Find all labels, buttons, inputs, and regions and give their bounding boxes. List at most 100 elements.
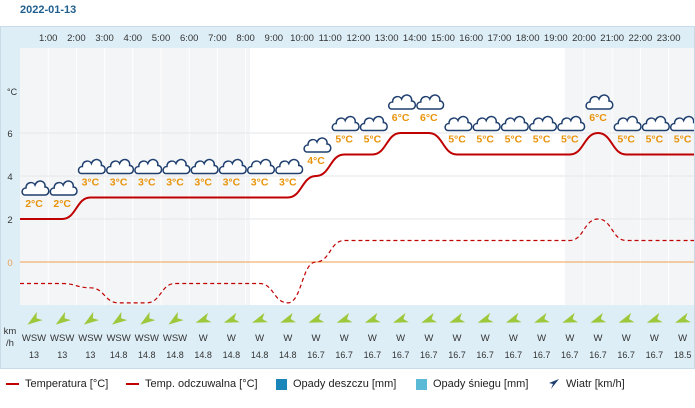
wind-direction: WSW	[78, 333, 102, 344]
wind-direction: W	[283, 333, 292, 344]
hour-label: 6:00	[180, 33, 199, 44]
temperature-label: 3°C	[279, 177, 297, 189]
wind-speed: 14.8	[251, 350, 269, 360]
wind-direction: W	[537, 333, 546, 344]
hour-label: 13:00	[375, 33, 399, 44]
forecast-date: 2022-01-13	[20, 4, 77, 16]
wind-arrow-icon	[675, 312, 691, 323]
temperature-label: 3°C	[251, 177, 269, 189]
hour-header	[20, 26, 695, 48]
wind-direction: W	[199, 333, 208, 344]
temperature-label: 2°C	[25, 198, 43, 210]
wind-direction: WSW	[135, 333, 159, 344]
wind-arrow-icon	[336, 312, 353, 323]
hour-label: 10:00	[290, 33, 314, 44]
wind-direction: WSW	[106, 333, 130, 344]
temperature-label: 5°C	[617, 134, 635, 146]
wind-speed: 16.7	[646, 350, 664, 360]
wind-speed: 16.7	[505, 350, 523, 360]
wind-speed: 16.7	[533, 350, 551, 360]
hour-label: 9:00	[265, 33, 284, 44]
cloud-icon	[641, 115, 670, 132]
wind-direction: W	[622, 333, 631, 344]
wind-direction: W	[481, 333, 490, 344]
cloud-icon	[331, 115, 360, 132]
hour-label: 17:00	[488, 33, 512, 44]
hour-label: 19:00	[544, 33, 568, 44]
wind-direction: W	[678, 333, 687, 344]
wind-unit-top: km	[4, 326, 17, 337]
temperature-label: 5°C	[505, 134, 523, 146]
temperature-label: 3°C	[194, 177, 212, 189]
wind-speed: 13	[29, 350, 39, 360]
wind-speed: 16.7	[392, 350, 410, 360]
cloud-icon	[557, 115, 586, 132]
wind-direction: W	[396, 333, 405, 344]
wind-direction: WSW	[50, 333, 74, 344]
legend-temperature-swatch	[6, 383, 19, 386]
cloud-icon	[246, 158, 276, 175]
temperature-label: 3°C	[82, 177, 100, 189]
y-axis-panel	[0, 26, 20, 368]
wind-speed: 13	[85, 350, 95, 360]
wind-speed: 14.8	[194, 350, 212, 360]
wind-arrow-icon	[618, 312, 635, 323]
cloud-icon	[528, 115, 558, 132]
legend-feels-like: Temp. odczuwalna [°C]	[126, 378, 258, 390]
cloud-icon	[416, 94, 445, 110]
temperature-label: 4°C	[307, 155, 325, 167]
y-tick-label: 0	[7, 258, 12, 269]
hour-label: 15:00	[431, 33, 455, 44]
hour-label: 21:00	[600, 33, 624, 44]
wind-direction: W	[312, 333, 321, 344]
wind-arrow-icon	[308, 312, 325, 323]
wind-arrow-icon	[590, 312, 607, 323]
temperature-label: 5°C	[448, 134, 466, 146]
wind-speed: 14.8	[110, 350, 128, 360]
cloud-icon	[359, 115, 388, 132]
wind-speed: 14.8	[166, 350, 184, 360]
cloud-icon	[218, 158, 247, 175]
wind-arrow-icon	[195, 312, 212, 323]
wind-direction: W	[227, 333, 236, 344]
wind-arrow-icon	[505, 312, 522, 323]
wind-speed: 16.7	[617, 350, 635, 360]
wind-arrow-icon	[562, 312, 579, 323]
hour-label: 3:00	[95, 33, 114, 44]
wind-direction: W	[509, 333, 518, 344]
wind-direction: W	[565, 333, 574, 344]
cloud-icon	[669, 115, 695, 132]
wind-speed: 13	[57, 350, 67, 360]
y-axis-unit: °C	[7, 87, 18, 97]
cloud-icon	[162, 158, 191, 175]
hour-label: 18:00	[516, 33, 540, 44]
temperature-label: 5°C	[476, 134, 494, 146]
wind-arrow-icon	[140, 311, 156, 325]
wind-speed: 16.7	[420, 350, 438, 360]
hour-label: 20:00	[572, 33, 596, 44]
cloud-icon	[303, 137, 332, 153]
temperature-label: 5°C	[364, 134, 382, 146]
cloud-icon	[613, 115, 642, 132]
wind-panel	[20, 305, 695, 368]
hour-label: 1:00	[39, 33, 58, 44]
cloud-icon	[190, 158, 219, 175]
temperature-label: 3°C	[110, 177, 128, 189]
hour-label: 5:00	[152, 33, 171, 44]
wind-direction: W	[255, 333, 264, 344]
cloud-icon	[387, 94, 417, 110]
wind-speed: 16.7	[335, 350, 353, 360]
hour-label: 7:00	[208, 33, 227, 44]
cloud-icon	[49, 180, 78, 196]
hour-label: 2:00	[67, 33, 86, 44]
wind-speed: 14.8	[138, 350, 156, 360]
wind-arrow-icon	[449, 312, 466, 323]
hour-label: 14:00	[403, 33, 427, 44]
cloud-icon	[134, 158, 163, 175]
cloud-icon	[105, 158, 135, 175]
wind-arrow-icon	[646, 312, 663, 323]
cloud-icon	[275, 158, 304, 175]
legend-temperature: Temperatura [°C]	[6, 378, 108, 390]
temperature-label: 3°C	[223, 177, 241, 189]
legend-snow: Opady śniegu [mm]	[416, 378, 528, 390]
